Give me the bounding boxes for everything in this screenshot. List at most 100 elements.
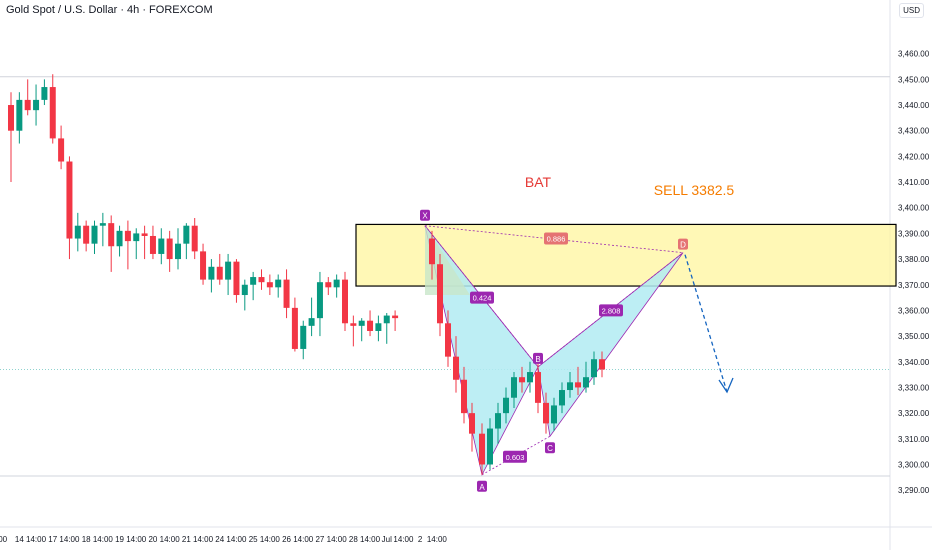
x-tick-label: 14:00	[59, 535, 80, 544]
candle-body	[191, 225, 198, 252]
candle-body	[383, 315, 390, 324]
candle-body	[333, 279, 340, 288]
ratio-label-box	[544, 232, 568, 245]
pattern-point-box	[420, 209, 430, 221]
y-tick-label: 3,450.00	[898, 75, 930, 84]
candle-body	[208, 266, 215, 280]
x-tick-label: 14:00	[126, 535, 147, 544]
x-tick-label: 14:00	[226, 535, 247, 544]
y-tick-label: 3,330.00	[898, 383, 930, 392]
y-tick-label: 3,440.00	[898, 101, 930, 110]
candle-body	[479, 433, 485, 465]
candle-body	[599, 359, 605, 370]
y-tick-label: 3,350.00	[898, 332, 930, 341]
candle-body	[233, 261, 240, 296]
pattern-point-box	[477, 480, 487, 492]
x-tick-label: 14:00	[260, 535, 281, 544]
x-tick-label: 14:00	[160, 535, 181, 544]
candle-body	[551, 405, 557, 424]
candle-body	[392, 315, 399, 319]
x-tick-label: 00	[0, 535, 8, 544]
candle-body	[266, 282, 273, 288]
candle-body	[58, 138, 65, 162]
x-tick-label: 21	[182, 535, 191, 544]
ratio-label-box	[503, 450, 527, 463]
x-tick-label: 14:00	[93, 535, 114, 544]
y-tick-label: 3,360.00	[898, 306, 930, 315]
x-tick-label: 20	[148, 535, 157, 544]
symbol-title: Gold Spot / U.S. Dollar · 4h · FOREXCOM	[6, 4, 213, 16]
candle-body	[149, 235, 156, 254]
candle-body	[200, 251, 207, 280]
candle-body	[241, 284, 248, 296]
pattern-point-box	[533, 352, 543, 364]
candle-body	[437, 264, 443, 324]
pattern-point-label: D	[680, 241, 686, 250]
x-tick-label: 14:00	[193, 535, 214, 544]
candle-body	[375, 323, 382, 331]
candle-body	[250, 277, 257, 285]
projection-arrow-line	[684, 254, 728, 393]
candle-body	[495, 413, 501, 429]
ac-ratio-line	[481, 435, 551, 476]
candle-body	[41, 87, 48, 100]
x-tick-label: 26	[282, 535, 291, 544]
pattern-point-label: X	[422, 212, 428, 221]
candle-body	[316, 282, 323, 319]
candle-body	[8, 105, 14, 131]
x-tick-label: 28	[349, 535, 358, 544]
y-tick-label: 3,400.00	[898, 204, 930, 213]
x-tick-label: Jul	[382, 535, 392, 544]
x-tick-label: 17	[48, 535, 57, 544]
y-tick-label: 3,380.00	[898, 255, 930, 264]
candle-body	[453, 356, 459, 380]
candle-body	[350, 323, 357, 326]
candle-body	[367, 320, 374, 331]
x-tick-label: 2	[418, 535, 423, 544]
candle-body	[583, 377, 589, 388]
candle-body	[429, 238, 435, 265]
y-tick-label: 3,430.00	[898, 127, 930, 136]
y-tick-label: 3,370.00	[898, 281, 930, 290]
candle-body	[124, 230, 131, 242]
candle-body	[543, 402, 549, 424]
candle-body	[33, 99, 40, 111]
candle-body	[49, 87, 56, 139]
candle-body	[116, 230, 123, 247]
candle-body	[74, 225, 81, 239]
candle-body	[133, 233, 140, 242]
ratio-label-box	[470, 291, 494, 304]
candle-body	[175, 243, 181, 260]
y-tick-label: 3,340.00	[898, 358, 930, 367]
y-tick-label: 3,420.00	[898, 152, 930, 161]
candle-body	[166, 238, 173, 260]
x-tick-label: 18	[82, 535, 91, 544]
candle-body	[225, 261, 232, 280]
candle-body	[559, 390, 565, 406]
candle-body	[16, 99, 23, 131]
ratio-label-box	[599, 304, 623, 317]
y-tick-label: 3,390.00	[898, 229, 930, 238]
candle-body	[258, 277, 265, 283]
ratio-label: 0.603	[506, 453, 525, 462]
pattern-point-box	[678, 238, 688, 250]
candle-body	[591, 359, 597, 378]
candle-body	[275, 279, 282, 288]
pattern-point-label: A	[479, 483, 485, 492]
x-tick-label: 14:00	[427, 535, 448, 544]
candle-body	[527, 372, 533, 383]
candle-body	[469, 413, 475, 434]
y-tick-label: 3,410.00	[898, 178, 930, 187]
pattern-point-box	[545, 442, 555, 454]
candle-body	[141, 233, 148, 236]
currency-badge[interactable]: USD	[899, 3, 924, 18]
candle-body	[535, 372, 541, 403]
x-tick-label: 14:00	[26, 535, 47, 544]
candle-body	[291, 307, 298, 349]
candle-body	[503, 397, 509, 414]
candle-body	[445, 323, 451, 357]
ratio-label: 0.424	[473, 294, 492, 303]
ratio-label: 2.808	[602, 306, 621, 315]
